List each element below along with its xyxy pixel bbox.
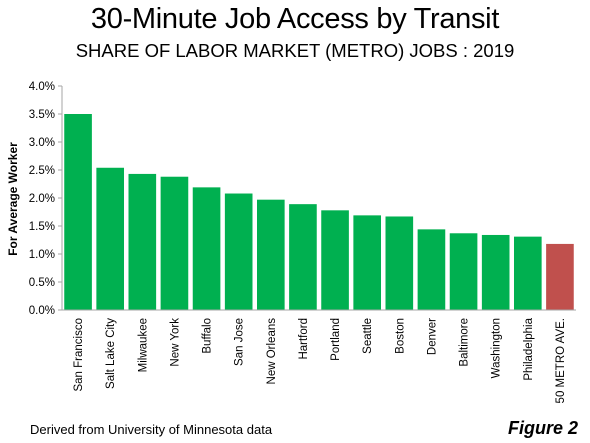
- x-tick-label-philadelphia: Philadelphia: [523, 317, 535, 380]
- y-axis-ticks: 0.0% 0.5% 1.0% 1.5% 2.0% 2.5% 3.0% 3.5% 4.0%: [29, 81, 62, 317]
- x-axis-labels: San Francisco Salt Lake City Milwaukee New …: [73, 317, 567, 403]
- y-tick-label: 1.5%: [29, 221, 55, 233]
- bar-san-francisco: [64, 114, 92, 310]
- x-tick-label-salt-lake-city: Salt Lake City: [105, 318, 117, 389]
- bar-salt-lake-city: [96, 167, 125, 310]
- source-note: Derived from University of Minnesota dat…: [30, 422, 273, 437]
- x-tick-label-new-york: New York: [169, 318, 181, 367]
- bar-boston: [385, 216, 414, 310]
- x-tick-label-seattle: Seattle: [362, 318, 374, 354]
- bar-washington: [481, 234, 510, 310]
- bar-hartford: [289, 204, 317, 310]
- y-tick-label: 3.5%: [29, 109, 55, 121]
- y-axis-label: For Average Worker: [6, 142, 20, 256]
- x-tick-label-hartford: Hartford: [298, 318, 310, 360]
- bar-new-orleans: [256, 199, 285, 310]
- chart-title: 30-Minute Job Access by Transit: [90, 3, 500, 35]
- bar-buffalo: [192, 187, 221, 310]
- bars-group: [64, 114, 574, 310]
- x-tick-label-baltimore: Baltimore: [459, 318, 471, 367]
- bar-seattle: [353, 215, 382, 310]
- x-tick-label-san-jose: San Jose: [234, 318, 246, 366]
- figure-label: Figure 2: [507, 418, 578, 438]
- y-tick-label: 4.0%: [29, 81, 55, 93]
- bar-denver: [417, 229, 446, 310]
- x-tick-label-boston: Boston: [394, 318, 406, 354]
- x-tick-label-denver: Denver: [426, 318, 438, 355]
- x-tick-label-new-orleans: New Orleans: [266, 318, 278, 385]
- x-tick-label-milwaukee: Milwaukee: [137, 318, 149, 372]
- x-tick-label-washington: Washington: [491, 318, 503, 378]
- bar-san-jose: [224, 193, 253, 310]
- x-tick-label-50-metro-ave: 50 METRO AVE.: [555, 318, 567, 403]
- chart-subtitle: SHARE OF LABOR MARKET (METRO) JOBS : 201…: [75, 40, 515, 61]
- x-tick-label-buffalo: Buffalo: [202, 318, 214, 354]
- bar-portland: [321, 210, 349, 310]
- bar-50-metro-ave: [546, 243, 574, 310]
- y-tick-label: 1.0%: [29, 249, 55, 261]
- y-tick-label: 3.0%: [29, 137, 55, 149]
- bar-philadelphia: [513, 236, 542, 310]
- x-tick-label-san-francisco: San Francisco: [73, 318, 85, 392]
- y-tick-label: 0.0%: [29, 305, 55, 317]
- x-tick-label-portland: Portland: [330, 318, 342, 361]
- bar-baltimore: [449, 233, 478, 310]
- bar-new-york: [160, 176, 189, 310]
- bar-milwaukee: [128, 173, 157, 310]
- y-tick-label: 0.5%: [29, 277, 55, 289]
- y-tick-label: 2.0%: [29, 193, 55, 205]
- y-tick-label: 2.5%: [29, 165, 55, 177]
